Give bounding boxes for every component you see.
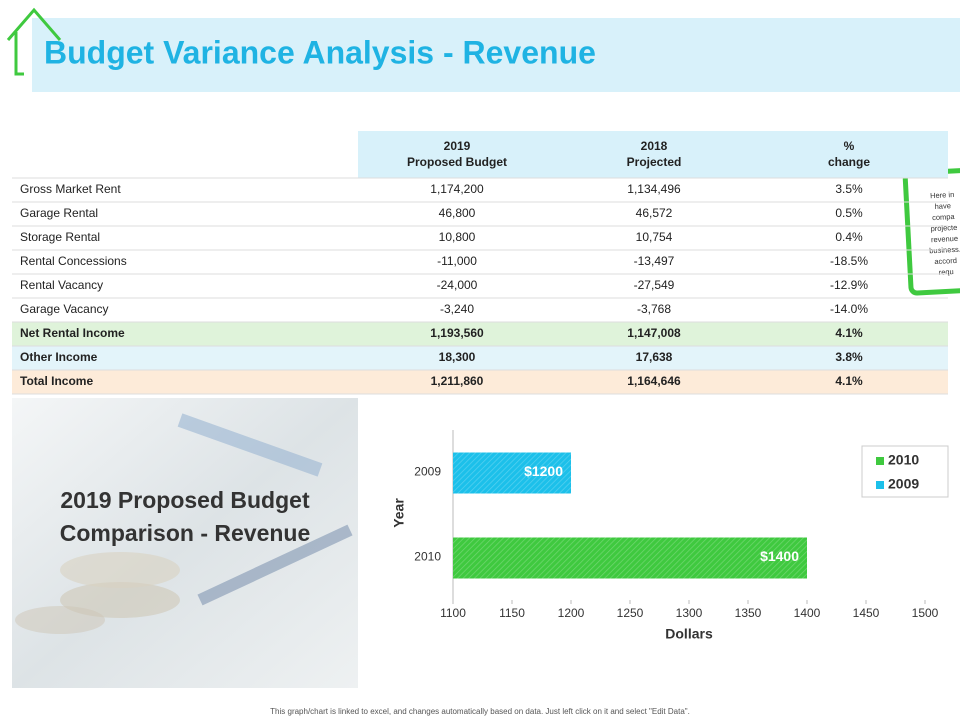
y-tick-label: 2009	[414, 465, 441, 479]
y-axis-title: Year	[391, 498, 407, 528]
cell: -13,497	[634, 254, 675, 268]
cell: 18,300	[439, 350, 476, 364]
column-header: %	[844, 139, 855, 153]
row-bg	[12, 370, 948, 394]
row-label: Gross Market Rent	[20, 182, 121, 196]
cell: 46,800	[439, 206, 476, 220]
value-label: $1400	[760, 548, 799, 564]
cell: 0.5%	[835, 206, 863, 220]
value-label: $1200	[524, 463, 563, 479]
cell: 1,147,008	[627, 326, 681, 340]
cell: 0.4%	[835, 230, 863, 244]
row-label: Garage Vacancy	[20, 302, 109, 316]
cell: 46,572	[636, 206, 673, 220]
row-label: Other Income	[20, 350, 98, 364]
x-tick-label: 1300	[676, 606, 703, 620]
photo-caption: 2019 Proposed Budget	[60, 487, 310, 513]
x-tick-label: 1150	[499, 606, 525, 620]
x-axis-title: Dollars	[665, 626, 713, 642]
cell: 4.1%	[835, 326, 863, 340]
column-header: change	[828, 155, 870, 169]
cell: -27,549	[634, 278, 675, 292]
row-label: Garage Rental	[20, 206, 98, 220]
cell: -18.5%	[830, 254, 868, 268]
column-header: 2018	[641, 139, 668, 153]
cell: 4.1%	[835, 374, 863, 388]
x-tick-label: 1400	[794, 606, 821, 620]
cell: 1,193,560	[430, 326, 484, 340]
cell: -24,000	[437, 278, 478, 292]
home-icon	[6, 7, 62, 76]
cell: -3,240	[440, 302, 474, 316]
note-text: revenue	[931, 234, 959, 244]
table-header-bg	[358, 131, 948, 178]
legend-swatch	[876, 481, 884, 489]
legend-label: 2010	[888, 452, 919, 468]
row-bg	[12, 346, 948, 370]
cell: 1,164,646	[627, 374, 681, 388]
cell: 10,800	[439, 230, 476, 244]
photo-caption: Comparison - Revenue	[60, 520, 311, 546]
sticky-note: Here inhavecompaprojecterevenuebusiness.…	[902, 167, 960, 296]
cell: 3.5%	[835, 182, 863, 196]
cell: 1,174,200	[430, 182, 484, 196]
note-text: requ	[938, 267, 953, 277]
cell: 1,211,860	[431, 374, 484, 388]
y-tick-label: 2010	[414, 550, 441, 564]
note-text: accord	[934, 256, 957, 266]
note-text: have	[934, 201, 951, 211]
x-tick-label: 1500	[912, 606, 939, 620]
row-label: Total Income	[20, 374, 93, 388]
x-tick-label: 1250	[617, 606, 644, 620]
row-label: Net Rental Income	[20, 326, 125, 340]
title: Budget Variance Analysis - Revenue	[44, 34, 596, 70]
row-bg	[12, 322, 948, 346]
legend-label: 2009	[888, 476, 919, 492]
column-header: 2019	[444, 139, 471, 153]
cell: -11,000	[437, 254, 477, 268]
title-bar	[32, 18, 960, 92]
column-header: Projected	[627, 155, 682, 169]
cell: 1,134,496	[627, 182, 681, 196]
x-tick-label: 1450	[853, 606, 880, 620]
footer: This graph/chart is linked to excel, and…	[270, 707, 690, 716]
row-label: Rental Concessions	[20, 254, 127, 268]
cell: -3,768	[637, 302, 671, 316]
photo	[12, 398, 358, 688]
legend-swatch	[876, 457, 884, 465]
row-label: Storage Rental	[20, 230, 100, 244]
bar-hatch	[453, 452, 571, 494]
cell: 10,754	[636, 230, 673, 244]
x-tick-label: 1200	[558, 606, 585, 620]
note-text: projecte	[930, 223, 957, 233]
bar-hatch	[453, 537, 807, 579]
row-label: Rental Vacancy	[20, 278, 103, 292]
cell: 3.8%	[835, 350, 863, 364]
note-text: Here in	[930, 190, 955, 200]
cell: -12.9%	[830, 278, 868, 292]
cell: -14.0%	[830, 302, 868, 316]
column-header: Proposed Budget	[407, 155, 507, 169]
note-text: compa	[932, 212, 956, 222]
x-tick-label: 1350	[735, 606, 762, 620]
cell: 17,638	[636, 350, 673, 364]
x-tick-label: 1100	[440, 606, 466, 620]
